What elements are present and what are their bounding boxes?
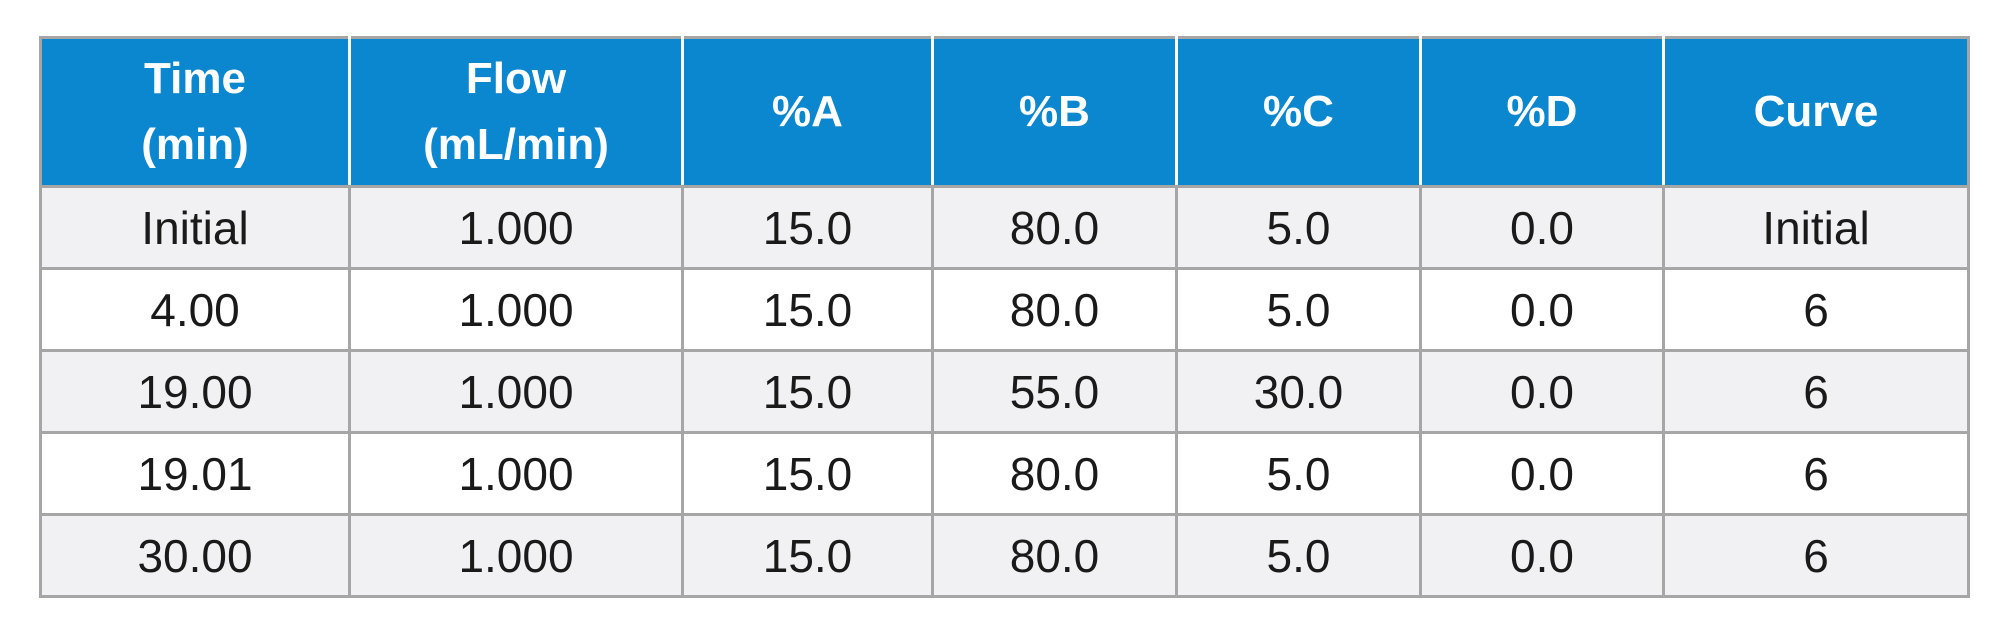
- flow-cell: 1.000: [348, 267, 684, 352]
- flow-cell: 1.000: [348, 349, 684, 434]
- column-header-flow: Flow (mL/min): [348, 37, 684, 188]
- percent-b-cell: 80.0: [931, 185, 1178, 270]
- percent-b-cell: 80.0: [931, 267, 1178, 352]
- percent-d-cell: 0.0: [1419, 185, 1665, 270]
- gradient-table: Time (min) Flow (mL/min) %A %B %C %D Cur…: [39, 36, 1970, 598]
- time-cell: 19.01: [39, 431, 351, 516]
- percent-a-cell: 15.0: [681, 513, 934, 598]
- time-cell: 4.00: [39, 267, 351, 352]
- percent-a-cell: 15.0: [681, 349, 934, 434]
- percent-c-cell: 5.0: [1175, 513, 1422, 598]
- curve-cell: 6: [1662, 267, 1970, 352]
- table-row: 19.01 1.000 15.0 80.0 5.0 0.0 6: [39, 431, 1970, 516]
- percent-c-cell: 30.0: [1175, 349, 1422, 434]
- percent-b-cell: 55.0: [931, 349, 1178, 434]
- percent-c-cell: 5.0: [1175, 267, 1422, 352]
- column-header-percent-d: %D: [1419, 37, 1665, 188]
- curve-cell: 6: [1662, 349, 1970, 434]
- table-row: 19.00 1.000 15.0 55.0 30.0 0.0 6: [39, 349, 1970, 434]
- column-header-curve: Curve: [1662, 37, 1969, 188]
- column-header-time: Time (min): [40, 37, 351, 188]
- flow-cell: 1.000: [348, 431, 684, 516]
- percent-c-cell: 5.0: [1175, 185, 1422, 270]
- table-row: 30.00 1.000 15.0 80.0 5.0 0.0 6: [39, 513, 1970, 598]
- percent-a-cell: 15.0: [681, 185, 934, 270]
- percent-c-cell: 5.0: [1175, 431, 1422, 516]
- column-header-percent-a: %A: [681, 37, 934, 188]
- flow-cell: 1.000: [348, 513, 684, 598]
- percent-d-cell: 0.0: [1419, 431, 1665, 516]
- curve-cell: 6: [1662, 513, 1970, 598]
- time-cell: 19.00: [39, 349, 351, 434]
- percent-b-cell: 80.0: [931, 431, 1178, 516]
- time-cell: Initial: [39, 185, 351, 270]
- percent-a-cell: 15.0: [681, 431, 934, 516]
- header-row: Time (min) Flow (mL/min) %A %B %C %D Cur…: [40, 37, 1969, 188]
- flow-cell: 1.000: [348, 185, 684, 270]
- time-cell: 30.00: [39, 513, 351, 598]
- percent-d-cell: 0.0: [1419, 267, 1665, 352]
- percent-b-cell: 80.0: [931, 513, 1178, 598]
- column-header-percent-c: %C: [1175, 37, 1422, 188]
- percent-d-cell: 0.0: [1419, 349, 1665, 434]
- table-row: Initial 1.000 15.0 80.0 5.0 0.0 Initial: [39, 185, 1970, 270]
- percent-a-cell: 15.0: [681, 267, 934, 352]
- curve-cell: 6: [1662, 431, 1970, 516]
- curve-cell: Initial: [1662, 185, 1970, 270]
- column-header-percent-b: %B: [931, 37, 1178, 188]
- table-row: 4.00 1.000 15.0 80.0 5.0 0.0 6: [39, 267, 1970, 352]
- percent-d-cell: 0.0: [1419, 513, 1665, 598]
